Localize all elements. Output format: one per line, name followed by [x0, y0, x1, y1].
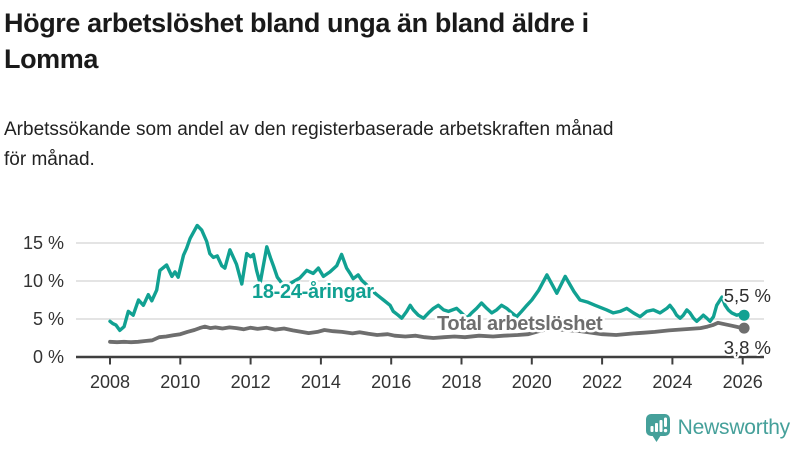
x-tick-label-2018: 2018 [441, 372, 481, 392]
x-tick-label-2024: 2024 [652, 372, 692, 392]
chart-title-line-2: Lomma [4, 44, 99, 74]
end-value-label-youth: 5,5 % [724, 285, 771, 306]
newsworthy-brand-link[interactable]: Newsworthy [645, 412, 790, 443]
series-line-youth [108, 223, 746, 333]
brand-name: Newsworthy [677, 415, 791, 439]
x-tick-label-2012: 2012 [231, 372, 271, 392]
x-tick-label-2022: 2022 [582, 372, 622, 392]
y-tick-label-5: 5 % [33, 309, 64, 329]
bar-chart-speech-bubble-icon [645, 414, 670, 442]
x-tick-label-2020: 2020 [512, 372, 552, 392]
chart-title-line-1: Högre arbetslöshet bland unga än bland ä… [4, 8, 589, 38]
x-tick-label-2016: 2016 [371, 372, 411, 392]
series-line-total [108, 320, 746, 345]
series-label-youth: 18-24-åringar [252, 280, 374, 303]
end-value-label-total: 3,8 % [724, 337, 771, 358]
chart-subtitle-line-1: Arbetssökande som andel av den registerb… [4, 119, 614, 140]
series-label-total: Total arbetslöshet [437, 313, 603, 335]
x-tick-label-2014: 2014 [301, 372, 341, 392]
end-dot-total [738, 322, 750, 334]
x-tick-label-2026: 2026 [723, 372, 763, 392]
y-tick-label-10: 10 % [23, 271, 64, 291]
chart-subtitle-line-2: för månad. [4, 149, 95, 170]
y-tick-label-15: 15 % [23, 233, 64, 253]
chart-subtitle: Arbetssökande som andel av den registerb… [4, 115, 784, 175]
x-tick-label-2010: 2010 [160, 372, 200, 392]
y-tick-label-0: 0 % [33, 347, 64, 367]
chart-title: Högre arbetslöshet bland unga än bland ä… [4, 5, 784, 77]
end-dot-youth [738, 309, 750, 321]
x-tick-label-2008: 2008 [90, 372, 130, 392]
